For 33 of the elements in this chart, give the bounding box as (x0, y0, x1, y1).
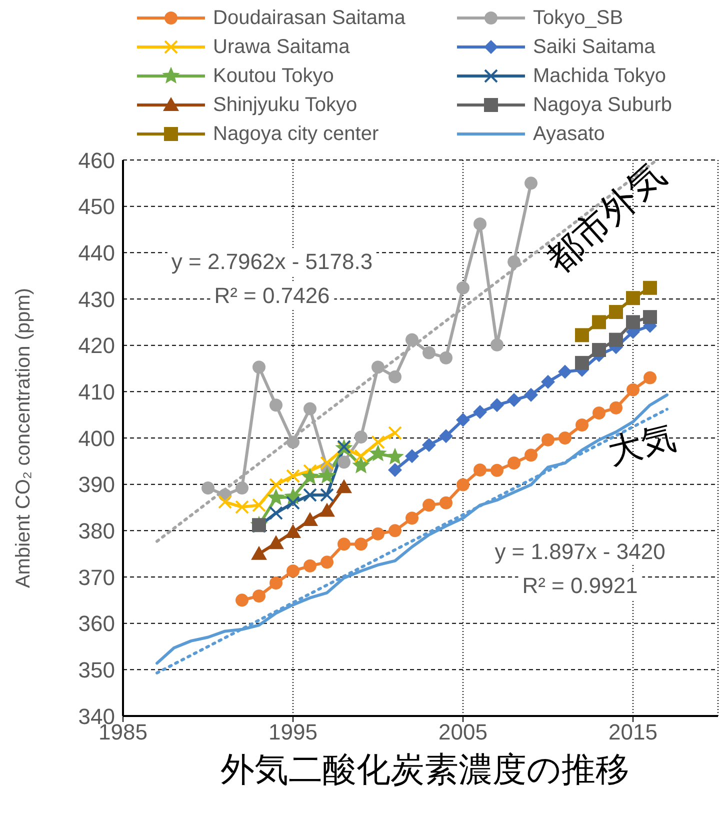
legend-label: Tokyo_SB (533, 6, 624, 30)
x-tick-label: 2015 (608, 720, 658, 745)
text: 外気二酸化炭素濃度の推移 (220, 750, 630, 791)
legend-label: Shinjyuku Tokyo (213, 94, 358, 116)
legend-label: Nagoya Suburb (533, 94, 672, 116)
x-tick-label: 2005 (438, 720, 488, 745)
y-tick-label: 410 (78, 379, 115, 404)
annotation: 大気 (603, 417, 681, 474)
y-tick-label: 380 (78, 518, 115, 544)
annotation: 都市外気 (537, 152, 674, 283)
y-tick-label: 430 (78, 286, 115, 312)
y-tick-label: 450 (78, 194, 115, 220)
legend-label: Nagoya city center (213, 122, 379, 146)
legend-label: Koutou Tokyo (213, 64, 334, 88)
annotation: R² = 0.9921 (518, 573, 642, 599)
legend-label: Ayasato (533, 122, 605, 146)
y-axis-title: Ambient CO₂ concentration (ppm) (12, 288, 34, 588)
y-tick-label: 350 (78, 657, 115, 682)
y-tick-label: 400 (78, 426, 115, 451)
y-tick-label: 460 (78, 148, 115, 173)
legend-label: Machida Tokyo (533, 64, 666, 88)
annotation: y = 1.897x - 3420 (490, 539, 670, 565)
legend-label: Doudairasan Saitama (213, 6, 406, 30)
y-tick-label: 390 (78, 472, 115, 498)
annotation: R² = 0.7426 (210, 283, 334, 309)
y-tick-label: 440 (78, 240, 115, 266)
y-tick-label: 420 (78, 333, 115, 358)
legend-label: Saiki Saitama (533, 36, 656, 58)
y-tick-label: 370 (78, 564, 115, 590)
y-tick-label: 360 (78, 611, 115, 636)
annotation: y = 2.7962x - 5178.3 (167, 249, 377, 275)
x-tick-label: 1995 (268, 720, 318, 745)
legend-label: Urawa Saitama (213, 36, 350, 58)
